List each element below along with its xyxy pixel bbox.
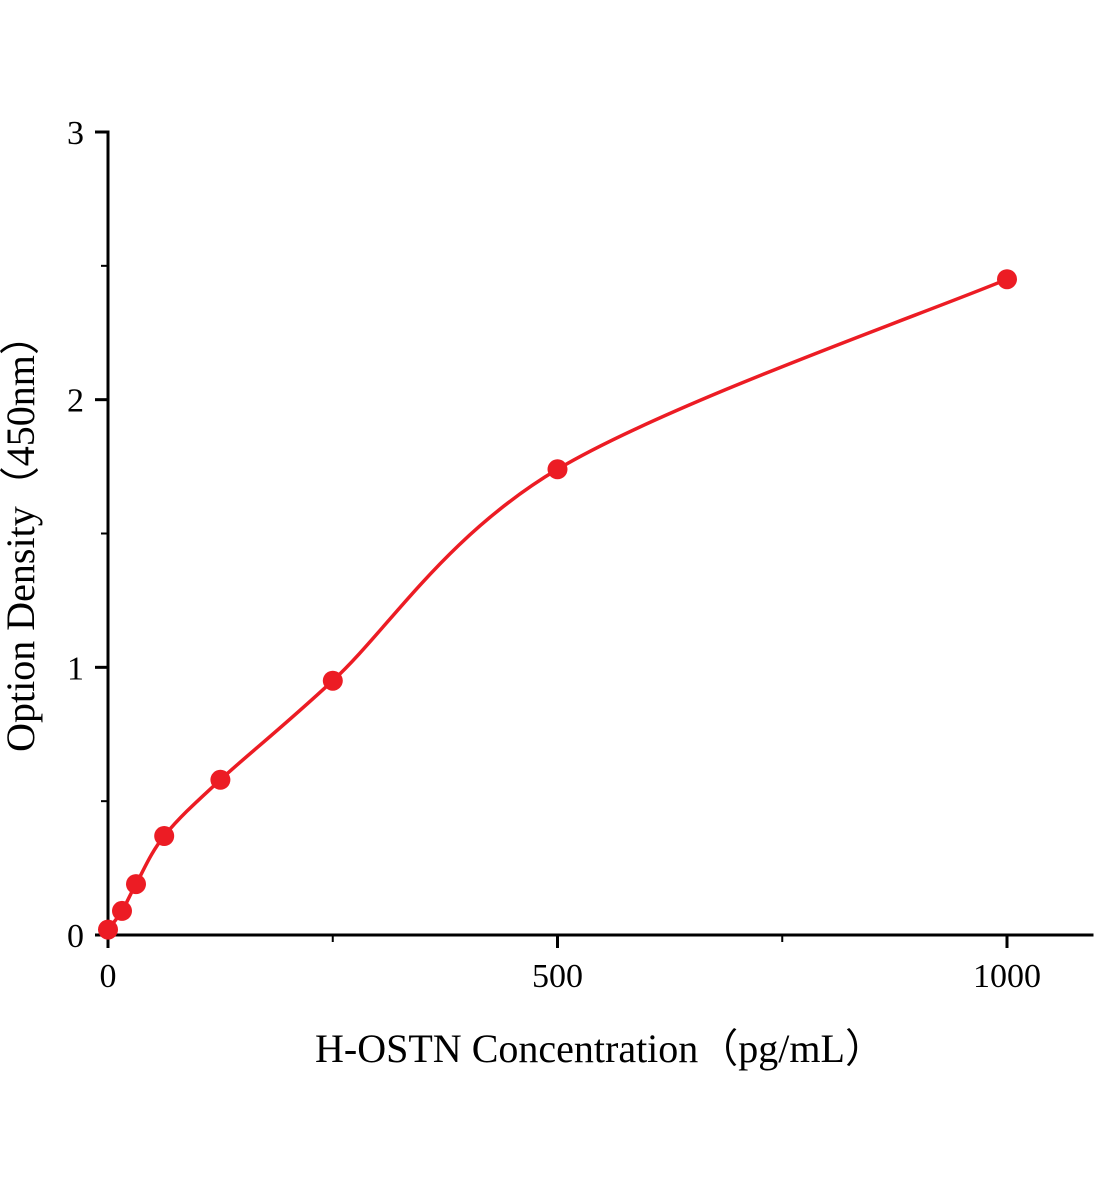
data-point [210, 769, 231, 790]
data-point [98, 919, 118, 940]
axis-ticks [95, 130, 1009, 948]
data-point [126, 874, 146, 895]
x-tick-label: 1000 [973, 958, 1041, 995]
x-axis-label: H-OSTN Concentration（pg/mL） [315, 1026, 885, 1071]
y-tick-label: 3 [67, 115, 84, 152]
tick-labels: 0 500 1000 0 1 2 3 [67, 115, 1041, 995]
x-tick-label: 500 [532, 958, 583, 995]
axes [106, 130, 1094, 937]
y-tick-label: 1 [67, 650, 84, 687]
data-point [112, 900, 132, 921]
x-tick-label: 0 [100, 958, 117, 995]
y-tick-label: 2 [67, 383, 84, 420]
y-axis-label: Option Density（450nm） [0, 315, 43, 752]
data-point [154, 826, 175, 846]
data-point [322, 670, 343, 691]
data-points [98, 269, 1017, 940]
data-point [997, 269, 1017, 290]
data-point [547, 459, 568, 480]
y-tick-label: 0 [67, 918, 84, 955]
fit-curve [106, 277, 1008, 931]
